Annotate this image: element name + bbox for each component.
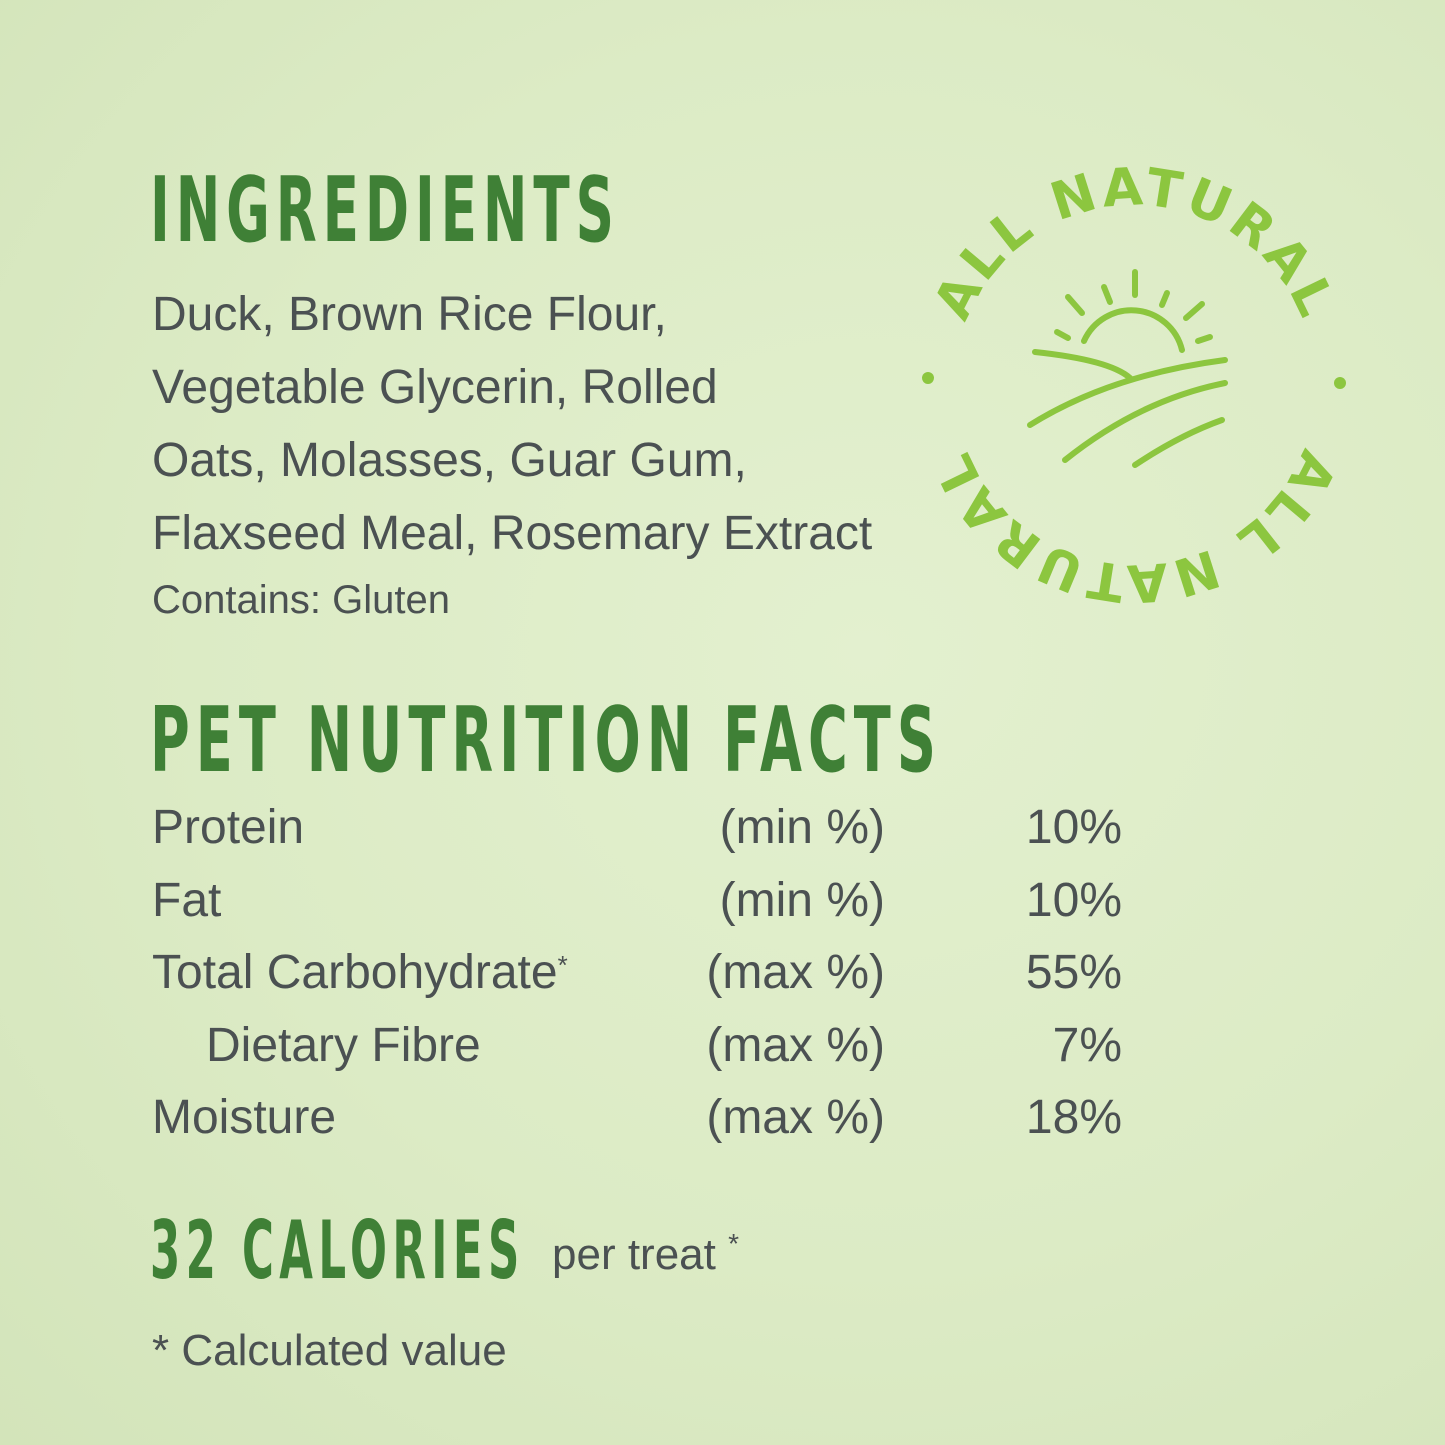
nutrient-value: 10% — [1025, 873, 1122, 927]
ingredients-line: Vegetable Glycerin, Rolled — [152, 361, 718, 414]
nutrient-unit: (min %) — [719, 873, 885, 927]
nutrient-name-wrap: Total Carbohydrate* — [152, 945, 568, 1000]
sun-over-field-icon — [1027, 269, 1228, 468]
footnote: * Calculated value — [152, 1326, 507, 1375]
badge-dot-right — [1334, 377, 1346, 389]
ingredients-line: Flaxseed Meal, Rosemary Extract — [152, 507, 873, 560]
asterisk-mark: * — [557, 950, 568, 980]
allergen-note: Contains: Gluten — [152, 578, 450, 622]
all-natural-badge: ALL NATURAL ALL NATURAL — [922, 157, 1348, 613]
table-row: Protein (min %) 10% — [152, 800, 1122, 873]
nutrition-heading: PET NUTRITION FACTS — [150, 688, 942, 793]
table-row: Dietary Fibre (max %) 7% — [152, 1018, 1122, 1091]
nutrient-unit: (max %) — [706, 1018, 885, 1072]
nutrient-name: Dietary Fibre — [206, 1018, 481, 1072]
nutrition-table: Protein (min %) 10% Fat (min %) 10% Tota… — [152, 800, 1122, 1163]
per-treat-label: per treat — [552, 1230, 716, 1279]
nutrient-unit: (max %) — [706, 946, 885, 999]
ingredients-line: Duck, Brown Rice Flour, — [152, 288, 667, 341]
table-row: Fat (min %) 10% — [152, 873, 1122, 946]
table-row: Moisture (max %) 18% — [152, 1090, 1122, 1163]
asterisk-mark: * — [728, 1228, 740, 1259]
nutrient-unit: (max %) — [706, 1091, 885, 1144]
calories-suffix: per treat * — [552, 1228, 739, 1280]
table-row: Total Carbohydrate* (max %) 55% — [152, 945, 1122, 1018]
badge-text-top: ALL NATURAL — [923, 157, 1348, 329]
ingredients-line: Oats, Molasses, Guar Gum, — [152, 434, 747, 487]
calories-heading: 32 CALORIES — [150, 1204, 525, 1297]
nutrient-unit: (min %) — [719, 801, 885, 854]
nutrient-value: 18% — [1025, 1091, 1122, 1144]
nutrient-name: Moisture — [152, 1091, 337, 1144]
nutrient-name: Fat — [152, 873, 222, 927]
nutrient-value: 10% — [1025, 801, 1122, 854]
ingredients-heading: INGREDIENTS — [150, 158, 620, 263]
ingredients-list: Duck, Brown Rice Flour, Vegetable Glycer… — [152, 278, 872, 570]
nutrient-value: 7% — [1052, 1018, 1122, 1072]
nutrient-value: 55% — [1025, 946, 1122, 999]
nutrient-name: Total Carbohydrate — [152, 946, 558, 999]
nutrient-name: Protein — [152, 801, 305, 854]
badge-dot-left — [922, 372, 934, 384]
